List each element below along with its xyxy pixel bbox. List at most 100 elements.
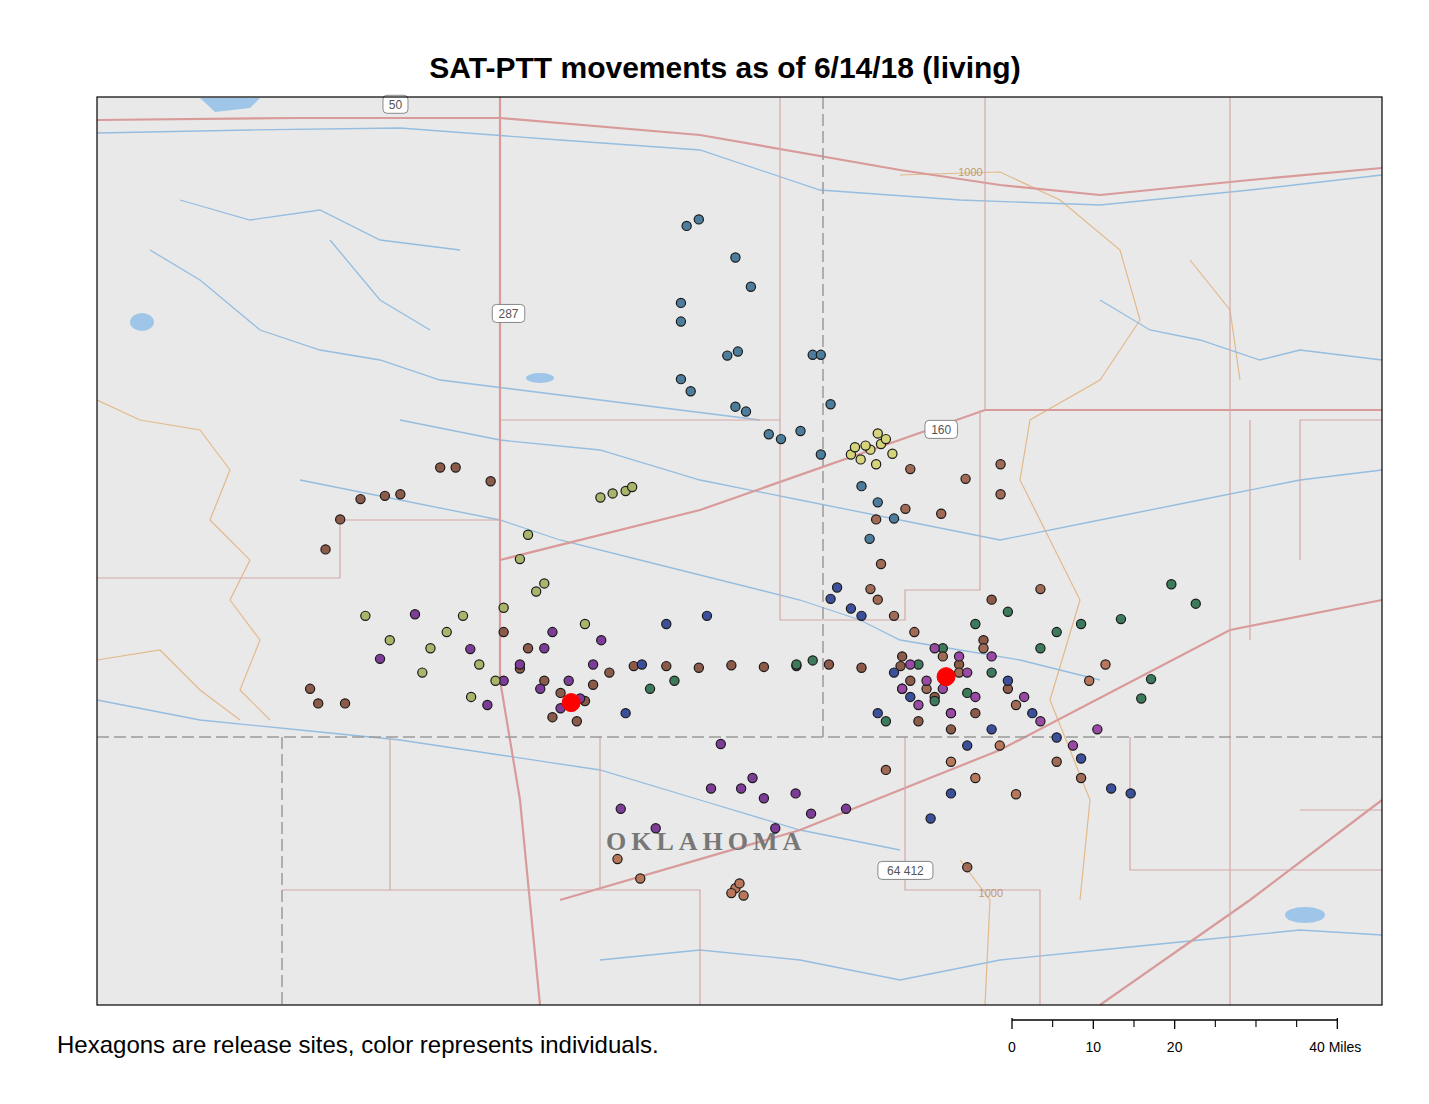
location-point — [888, 449, 897, 458]
contour-label: 1000 — [958, 166, 982, 178]
location-point — [963, 668, 972, 677]
location-point — [589, 680, 598, 689]
location-point — [954, 652, 963, 661]
river — [1100, 300, 1382, 360]
location-point — [816, 350, 825, 359]
location-point — [731, 402, 740, 411]
lake — [130, 313, 154, 331]
location-point — [694, 663, 703, 672]
location-point — [564, 676, 573, 685]
scale-tick — [1011, 1018, 1012, 1029]
location-point — [1011, 790, 1020, 799]
location-point — [776, 435, 785, 444]
location-point — [856, 455, 865, 464]
scale-tick — [1093, 1020, 1094, 1029]
river — [97, 700, 900, 850]
caption: Hexagons are release sites, color repres… — [57, 1031, 659, 1058]
contour-line — [97, 400, 270, 720]
location-point — [963, 863, 972, 872]
county-line — [1300, 809, 1382, 810]
county-line — [500, 97, 780, 420]
location-point — [1011, 700, 1020, 709]
location-point — [873, 498, 882, 507]
location-point — [706, 784, 715, 793]
location-point — [930, 696, 939, 705]
location-point — [426, 644, 435, 653]
location-point — [523, 644, 532, 653]
release-site — [562, 694, 580, 712]
location-point — [971, 773, 980, 782]
location-point — [1191, 599, 1200, 608]
location-point — [682, 221, 691, 230]
location-point — [645, 684, 654, 693]
scale-minor-tick — [1215, 1020, 1216, 1027]
location-point — [499, 627, 508, 636]
location-point — [865, 534, 874, 543]
county-line — [599, 737, 600, 890]
scale-minor-tick — [1052, 1020, 1053, 1027]
location-point — [759, 662, 768, 671]
scale-tick — [1337, 1018, 1338, 1029]
location-point — [971, 619, 980, 628]
individual-track — [361, 482, 637, 709]
location-point — [846, 604, 855, 613]
location-point — [597, 636, 606, 645]
county-line — [97, 520, 500, 578]
location-point — [971, 709, 980, 718]
location-point — [605, 668, 614, 677]
location-point — [716, 739, 725, 748]
location-point — [1036, 585, 1045, 594]
scale-label: 10 — [1086, 1039, 1102, 1055]
location-point — [764, 430, 773, 439]
location-point — [995, 741, 1004, 750]
lake — [526, 373, 554, 383]
location-point — [596, 493, 605, 502]
title: SAT-PTT movements as of 6/14/18 (living) — [429, 51, 1020, 84]
location-point — [881, 435, 890, 444]
location-point — [499, 603, 508, 612]
location-point — [548, 627, 557, 636]
location-point — [613, 854, 622, 863]
location-point — [914, 700, 923, 709]
location-point — [796, 426, 805, 435]
location-point — [637, 660, 646, 669]
state-line — [281, 737, 283, 1005]
location-point — [987, 595, 996, 604]
scale-tick — [1174, 1020, 1175, 1029]
individual-track — [305, 463, 1012, 734]
location-point — [1076, 754, 1085, 763]
location-point — [621, 709, 630, 718]
location-point — [906, 676, 915, 685]
river — [150, 250, 760, 420]
basemap — [97, 97, 1382, 1005]
location-point — [737, 784, 746, 793]
location-point — [466, 644, 475, 653]
location-point — [733, 347, 742, 356]
location-point — [857, 482, 866, 491]
scale-minor-tick — [1296, 1020, 1297, 1027]
location-point — [662, 662, 671, 671]
location-point — [987, 652, 996, 661]
location-point — [636, 874, 645, 883]
location-point — [881, 717, 890, 726]
location-point — [1068, 741, 1077, 750]
location-point — [1052, 627, 1061, 636]
location-point — [314, 699, 323, 708]
location-point — [396, 490, 405, 499]
location-point — [930, 644, 939, 653]
river — [400, 420, 1382, 540]
location-point — [356, 495, 365, 504]
county-line — [984, 97, 985, 410]
location-point — [436, 463, 445, 472]
location-point — [1101, 660, 1110, 669]
location-point — [816, 450, 825, 459]
location-point — [937, 509, 946, 518]
location-point — [987, 725, 996, 734]
location-point — [857, 663, 866, 672]
location-point — [739, 891, 748, 900]
location-point — [914, 717, 923, 726]
location-point — [321, 545, 330, 554]
individual-track — [613, 660, 1110, 900]
map-frame — [97, 97, 1382, 1005]
location-point — [987, 668, 996, 677]
